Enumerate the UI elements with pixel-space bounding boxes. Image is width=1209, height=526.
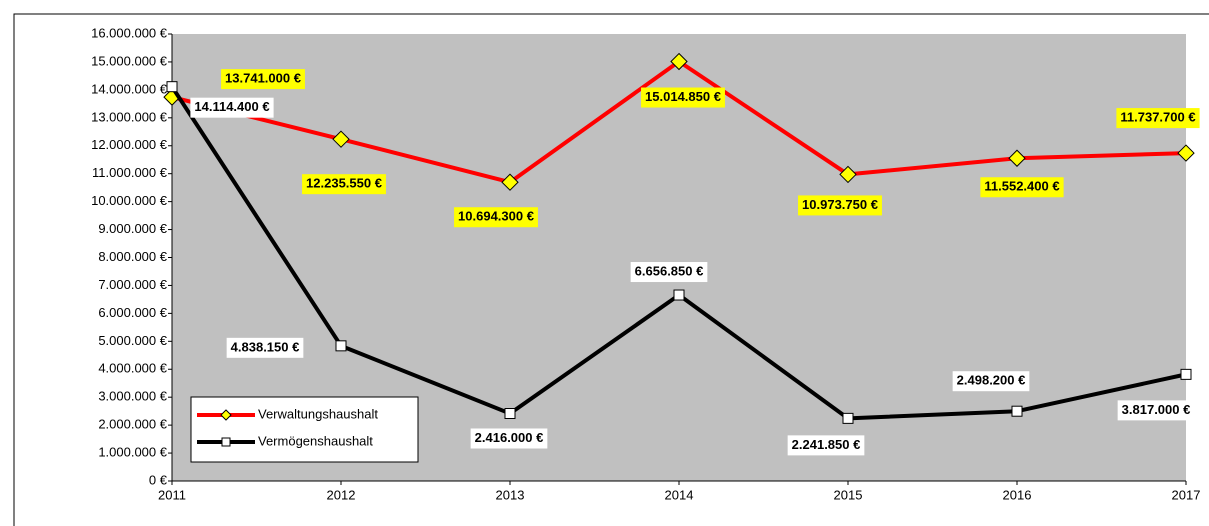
x-tick-label: 2013: [496, 487, 525, 502]
data-label-box: [470, 428, 548, 449]
x-tick-label: 2017: [1172, 487, 1201, 502]
y-tick-label: 13.000.000 €: [91, 109, 168, 124]
legend-label: Verwaltungshaushalt: [258, 406, 378, 421]
legend-label: Vermögenshaushalt: [258, 433, 373, 448]
data-label-box: [1117, 400, 1195, 421]
marker: [1008, 149, 1026, 167]
y-tick-label: 1.000.000 €: [98, 445, 167, 460]
x-tick-label: 2015: [834, 487, 863, 502]
data-label: 11.737.700 €: [1120, 110, 1195, 125]
data-label-box: [190, 97, 274, 118]
y-tick-label: 6.000.000 €: [98, 305, 167, 320]
data-label-box: [787, 435, 865, 456]
data-label: 13.741.000 €: [225, 71, 301, 86]
marker: [842, 412, 854, 424]
data-label: 3.817.000 €: [1122, 402, 1191, 417]
marker: [673, 289, 685, 301]
marker: [335, 340, 347, 352]
y-tick-label: 0 €: [149, 472, 168, 487]
x-tick-label: 2011: [158, 487, 186, 502]
y-tick-label: 2.000.000 €: [98, 417, 167, 432]
marker: [839, 165, 857, 184]
marker: [670, 52, 688, 71]
y-tick-label: 5.000.000 €: [98, 333, 167, 348]
y-tick-label: 8.000.000 €: [98, 249, 167, 264]
data-label-box: [980, 177, 1064, 198]
data-label: 10.694.300 €: [458, 209, 534, 224]
y-tick-label: 11.000.000 €: [92, 165, 168, 180]
marker: [1177, 144, 1195, 162]
data-label-box: [454, 207, 538, 228]
data-label: 14.114.400 €: [194, 99, 269, 114]
legend-box: [190, 396, 419, 463]
chart-frame: [13, 13, 1209, 526]
marker: [166, 81, 178, 93]
marker: [1180, 368, 1192, 380]
data-label: 11.552.400 €: [984, 179, 1059, 194]
x-tick-label: 2016: [1003, 487, 1032, 502]
x-tick-label: 2012: [327, 487, 356, 502]
data-label-box: [302, 174, 386, 195]
y-tick-label: 7.000.000 €: [98, 277, 167, 292]
y-tick-label: 3.000.000 €: [98, 389, 167, 404]
data-label-box: [641, 87, 725, 108]
legend-marker: [221, 437, 231, 447]
x-tick-label: 2014: [665, 487, 694, 502]
y-tick-label: 14.000.000 €: [91, 81, 168, 96]
y-tick-label: 12.000.000 €: [91, 137, 168, 152]
y-tick-label: 16.000.000 €: [91, 25, 168, 40]
data-label-box: [226, 337, 304, 358]
marker: [504, 408, 516, 420]
marker: [332, 130, 350, 148]
data-label: 4.838.150 €: [231, 339, 300, 354]
data-label-box: [630, 262, 708, 283]
data-label: 15.014.850 €: [645, 89, 721, 104]
data-label-box: [221, 69, 305, 90]
data-label: 2.498.200 €: [957, 373, 1026, 388]
data-label-box: [798, 195, 882, 216]
legend-marker: [220, 409, 232, 421]
data-label: 2.416.000 €: [475, 430, 544, 445]
marker: [501, 173, 519, 191]
y-tick-label: 4.000.000 €: [98, 361, 167, 376]
data-label: 2.241.850 €: [792, 437, 861, 452]
data-label: 6.656.850 €: [635, 263, 704, 278]
data-label: 10.973.750 €: [802, 197, 878, 212]
y-tick-label: 15.000.000 €: [91, 53, 168, 68]
data-label-box: [952, 371, 1030, 392]
data-label-box: [1116, 108, 1200, 129]
data-label: 12.235.550 €: [306, 176, 382, 191]
marker: [1011, 405, 1023, 417]
y-tick-label: 9.000.000 €: [98, 221, 167, 236]
y-tick-label: 10.000.000 €: [91, 193, 168, 208]
